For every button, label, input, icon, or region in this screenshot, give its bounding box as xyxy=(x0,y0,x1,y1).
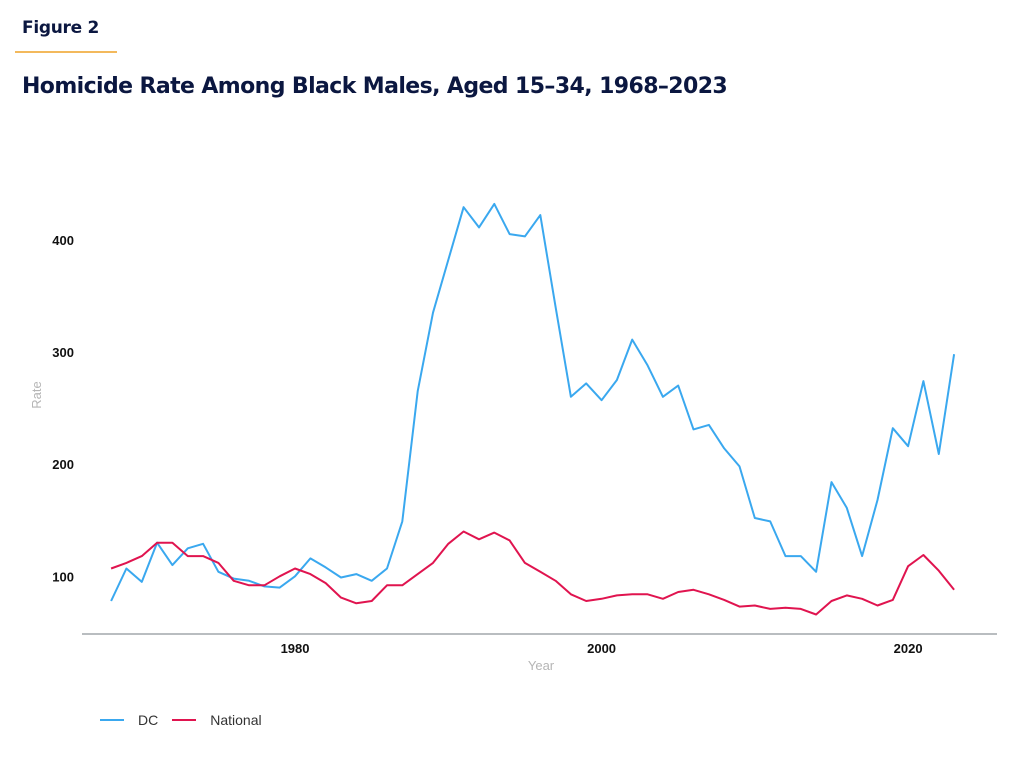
legend-swatch-national xyxy=(172,719,197,721)
legend: DC National xyxy=(100,712,276,728)
x-axis-label: Year xyxy=(528,658,555,673)
legend-item-national: National xyxy=(172,712,262,728)
y-tick-label: 400 xyxy=(52,233,74,248)
legend-label-dc: DC xyxy=(138,712,159,728)
series-line-national xyxy=(110,530,955,616)
legend-label-national: National xyxy=(210,712,262,728)
x-tick-label: 1980 xyxy=(281,641,310,656)
y-axis-ticks: 100 200 300 400 xyxy=(52,233,74,585)
x-tick-label: 2000 xyxy=(587,641,616,656)
x-axis-ticks: 1980 2000 2020 xyxy=(281,641,923,656)
x-tick-label: 2020 xyxy=(894,641,923,656)
legend-item-dc: DC xyxy=(100,712,158,728)
chart-title: Homicide Rate Among Black Males, Aged 15… xyxy=(22,74,728,99)
y-tick-label: 200 xyxy=(52,457,74,472)
y-tick-label: 300 xyxy=(52,345,74,360)
y-tick-label: 100 xyxy=(52,569,74,584)
legend-swatch-dc xyxy=(100,719,124,721)
figure-label: Figure 2 xyxy=(22,18,99,38)
series-lines xyxy=(110,202,956,616)
series-line-dc xyxy=(110,202,956,602)
figure-label-underline xyxy=(15,51,117,53)
y-axis-label: Rate xyxy=(29,381,44,408)
